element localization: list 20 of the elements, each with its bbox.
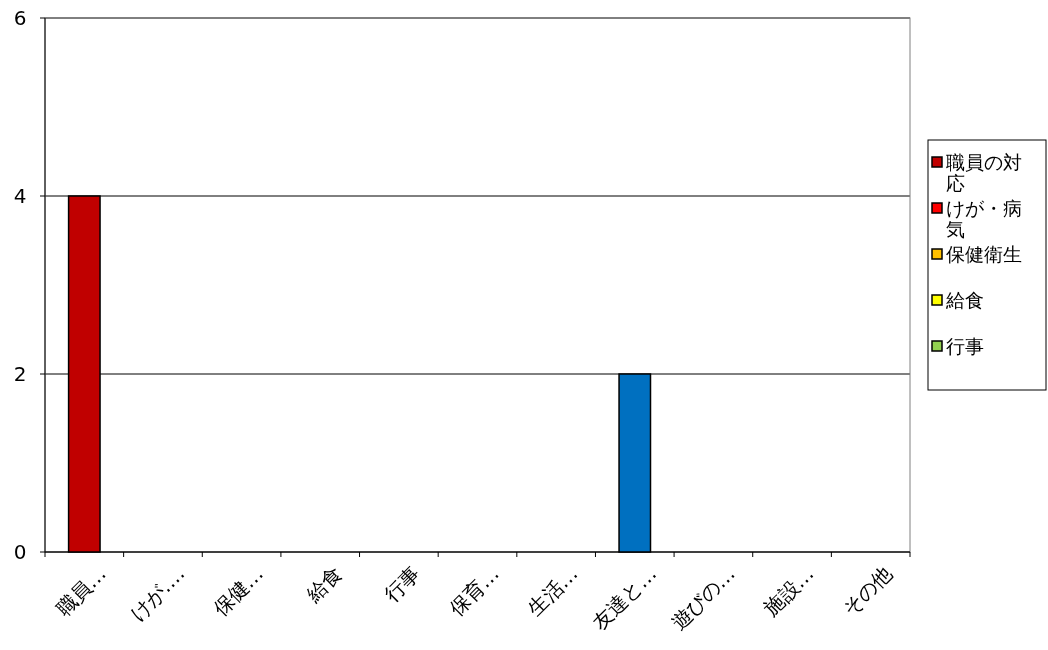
x-tick-label: けが…. xyxy=(125,561,190,626)
x-tick-label: 友達と… xyxy=(587,561,662,635)
y-tick-label: 0 xyxy=(13,540,27,564)
legend-label: 職員の対応 xyxy=(946,151,1022,194)
legend-label: 保健衛生 xyxy=(946,243,1022,265)
x-tick-label: 保育… xyxy=(444,561,504,621)
y-tick-label: 4 xyxy=(13,184,27,208)
x-tick-label: 施設… xyxy=(758,561,819,621)
y-tick-label: 6 xyxy=(13,6,27,30)
legend-label: けが・病気 xyxy=(946,197,1022,240)
x-tick-label: 職員… xyxy=(51,561,111,621)
y-tick-label: 2 xyxy=(13,362,27,386)
x-tick-label: 行事 xyxy=(379,561,426,607)
x-tick-label: その他 xyxy=(837,561,897,621)
x-tick-label: 遊びの… xyxy=(666,561,740,635)
x-tick-label: 保健… xyxy=(208,561,268,621)
x-tick-label: 生活… xyxy=(523,561,583,621)
legend-label: 給食 xyxy=(945,289,984,311)
x-tick-label: 給食 xyxy=(300,561,347,608)
legend-label: 行事 xyxy=(946,335,984,357)
